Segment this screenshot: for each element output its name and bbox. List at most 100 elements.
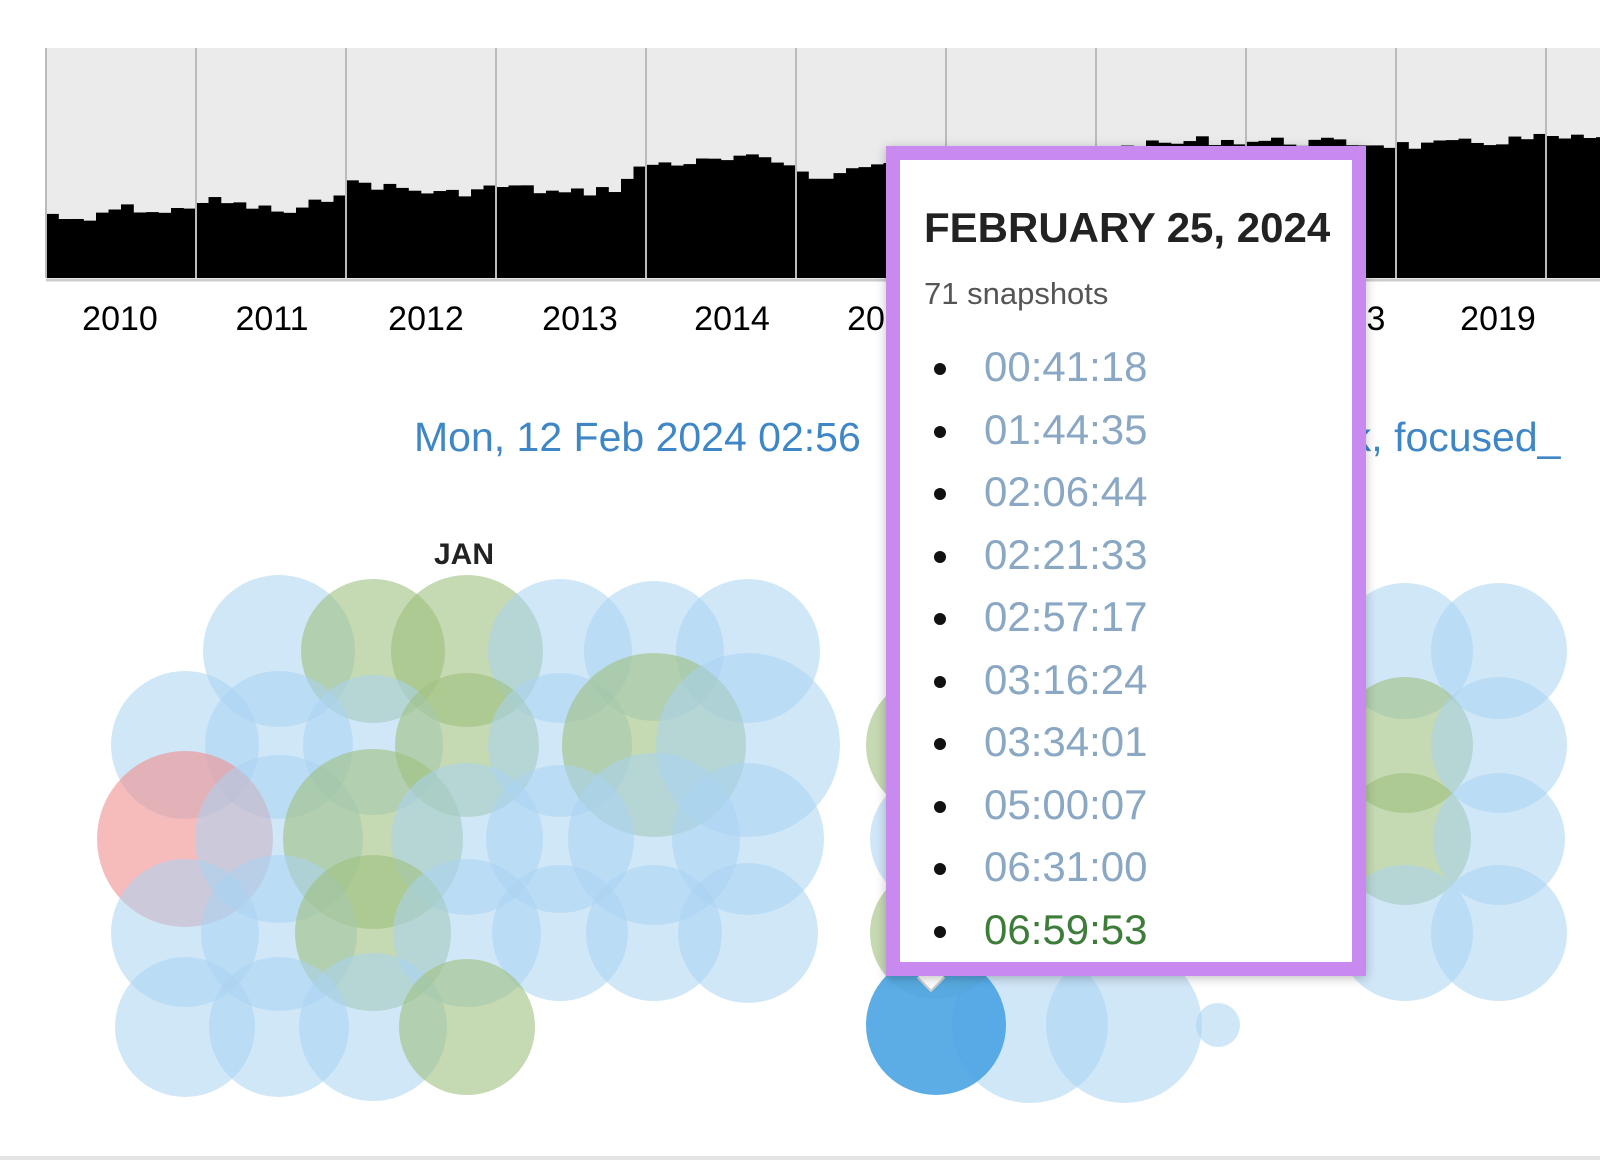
snapshot-time-link[interactable]: 02:21:33 [984,530,1148,578]
histogram-bar [58,219,72,278]
histogram-bar [1596,137,1600,278]
snapshot-time-link[interactable]: 06:31:00 [984,843,1148,890]
capture-summary-left[interactable]: Mon, 12 Feb 2024 02:56 [414,414,861,460]
histogram-bar [858,167,872,278]
day-jan-25[interactable] [530,913,590,953]
snapshot-time-link[interactable]: 02:57:17 [984,593,1148,640]
day-jan-17[interactable] [437,819,497,859]
bullet-icon [934,863,946,875]
snapshot-item: 02:57:17 [934,586,1148,649]
day-jan-11[interactable] [530,725,590,765]
day-feb-24[interactable] [1469,913,1529,953]
day-jan-14[interactable] [155,819,215,859]
day-jan-9[interactable] [343,725,403,765]
snapshot-time-link[interactable]: 03:16:24 [984,655,1148,703]
snapshot-time-link[interactable]: 01:44:35 [984,405,1148,453]
day-jan-18[interactable] [530,819,590,859]
snapshot-time-link[interactable]: 02:06:44 [984,468,1148,515]
bullet-icon [934,800,946,813]
day-jan-26[interactable] [624,913,684,953]
year-axis: 2010 2011 2012 2013 2014 20 3 2019 [0,300,1600,350]
histogram-bar [1471,142,1484,278]
histogram-bar [196,202,209,278]
day-feb-10[interactable] [1469,725,1529,765]
day-jan-7[interactable] [155,725,215,765]
histogram-bar [46,213,59,278]
day-jan-5[interactable] [624,631,684,671]
histogram-bar [871,164,884,278]
bullet-icon [934,363,946,375]
day-jan-15[interactable] [249,819,309,859]
day-jan-12[interactable] [624,725,684,765]
histogram-bar [158,212,172,278]
histogram-bar [1383,147,1397,278]
snapshot-item: 02:06:44 [934,461,1148,524]
day-jan-29[interactable] [249,1007,309,1047]
histogram-bar [1496,144,1509,278]
histogram-bar [833,173,847,278]
histogram-bar [1571,134,1584,278]
day-feb-26[interactable] [1000,1007,1060,1047]
histogram-bar [683,164,697,278]
day-feb-27[interactable] [1094,1007,1154,1047]
day-feb-9[interactable] [1375,725,1435,765]
capture-summary-link[interactable]: Mon, 12 Feb 2024 02:56 k, focused_ [414,414,1600,464]
snapshot-time-link[interactable]: 00:41:18 [984,343,1148,390]
snapshot-time-link[interactable]: 05:00:07 [984,780,1148,828]
day-jan-6[interactable] [718,631,778,671]
year-label-2011[interactable]: 2011 [235,300,309,338]
year-label-2019[interactable]: 2019 [1460,300,1536,338]
histogram-bar [1396,142,1409,278]
snapshot-time-link[interactable]: 03:34:01 [984,718,1148,765]
snapshot-time-link[interactable]: 06:59:53 [984,905,1148,953]
year-label-2018-partial[interactable]: 3 [1366,300,1386,338]
histogram-bar [221,203,234,278]
day-jan-16[interactable] [343,819,403,859]
histogram-bar [783,165,797,278]
day-jan-1[interactable] [249,631,309,671]
capture-summary-right[interactable]: k, focused_ [1350,414,1561,460]
day-jan-27[interactable] [718,913,778,953]
day-jan-24[interactable] [437,913,497,953]
histogram-bar [696,158,709,278]
histogram-bar [96,212,109,278]
year-label-2010[interactable]: 2010 [82,300,158,338]
histogram-bar [1371,145,1384,278]
histogram-bar [471,189,484,278]
day-feb-25[interactable] [906,1007,966,1047]
day-jan-10[interactable] [437,725,497,765]
histogram-bar [658,162,672,278]
day-jan-20[interactable] [718,819,778,859]
histogram-bar [721,160,734,278]
day-jan-30[interactable] [343,1007,403,1047]
day-jan-13[interactable] [718,725,778,765]
histogram-bar [246,208,259,278]
day-jan-21[interactable] [155,913,215,953]
day-jan-4[interactable] [530,631,590,671]
histogram-bar [458,196,472,278]
day-feb-16[interactable] [1375,819,1435,859]
day-feb-17[interactable] [1469,819,1529,859]
day-jan-8[interactable] [249,725,309,765]
day-feb-2[interactable] [1375,631,1435,671]
popup-date-title: FEBRUARY 25, 2024 [924,204,1331,251]
day-jan-3[interactable] [437,631,497,671]
day-jan-23[interactable] [343,913,403,953]
year-label-2015-partial[interactable]: 20 [847,300,885,338]
day-jan-31[interactable] [437,1007,497,1047]
year-label-2013[interactable]: 2013 [542,300,618,338]
day-feb-28[interactable] [1188,1007,1248,1047]
day-jan-28[interactable] [155,1007,215,1047]
snapshot-item: 06:31:00 [934,836,1148,899]
year-label-2014[interactable]: 2014 [694,300,770,338]
histogram-bar [846,168,859,278]
day-jan-2[interactable] [343,631,403,671]
day-feb-3[interactable] [1469,631,1529,671]
day-jan-19[interactable] [624,819,684,859]
snapshot-item: 03:16:24 [934,649,1148,712]
year-label-2012[interactable]: 2012 [388,300,464,338]
bullet-icon [934,925,946,938]
day-feb-23[interactable] [1375,913,1435,953]
bullet-icon [934,425,946,438]
day-jan-22[interactable] [249,913,309,953]
